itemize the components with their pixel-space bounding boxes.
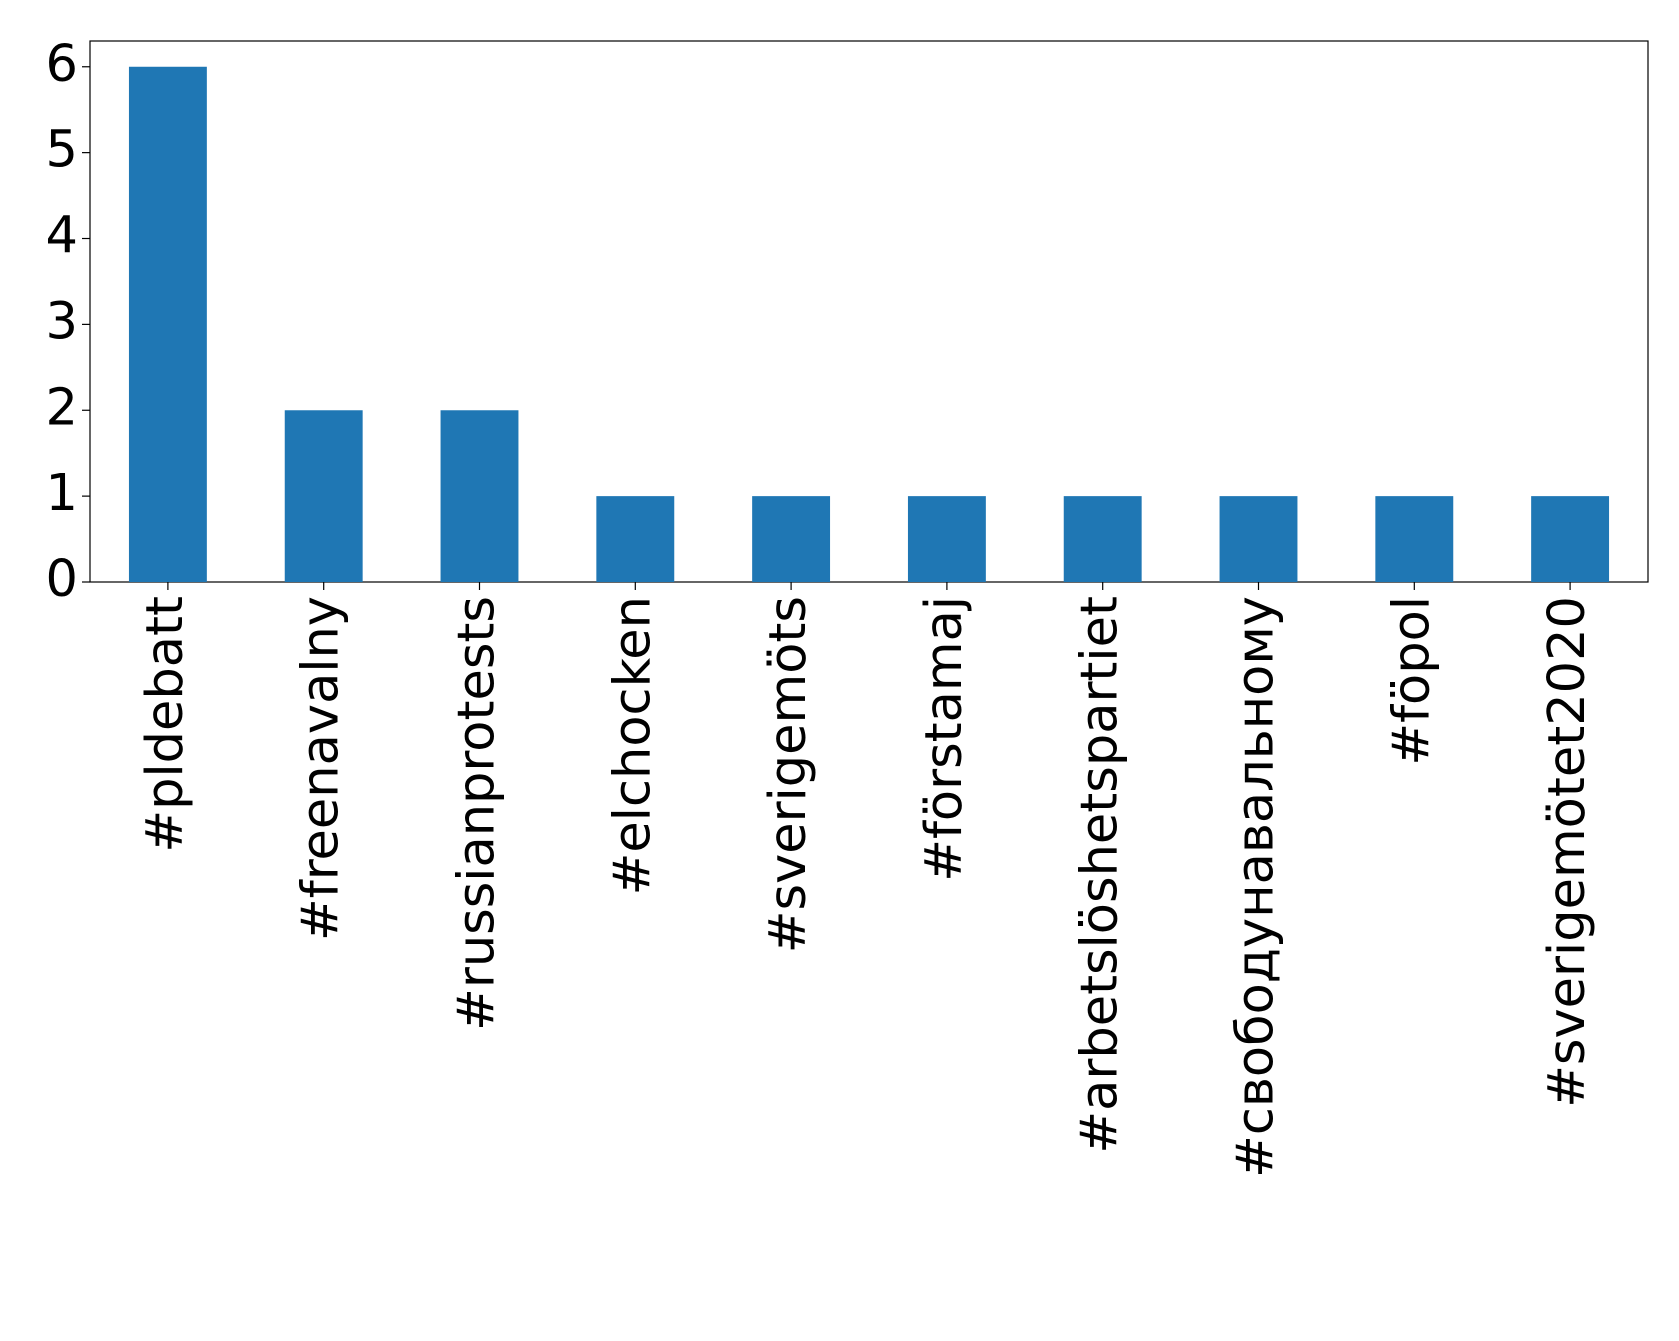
x-tick-label: #förstamaj [915,596,974,882]
x-tick-label: #russianprotests [448,596,507,1031]
bar [596,496,675,582]
bar [1531,496,1610,582]
y-tick-label: 5 [46,121,78,180]
y-tick-label: 0 [46,550,78,609]
x-tick-label: #sverigemötet2020 [1538,596,1597,1108]
x-tick-label: #свободунавальному [1227,596,1286,1178]
plot-frame [89,40,1649,583]
y-tick-label: 1 [46,464,78,523]
bar [1219,496,1298,582]
y-tick-label: 6 [46,35,78,94]
x-tick-label: #arbetslöshetspartiet [1071,596,1130,1154]
x-tick-label: #elchocken [603,596,662,895]
bar [907,496,986,582]
bar [1063,496,1142,582]
y-tick-label: 2 [46,378,78,437]
bar [440,410,519,582]
x-tick-label: #freenavalny [292,596,351,941]
bar [128,66,207,582]
y-tick-label: 3 [46,292,78,351]
y-tick-label: 4 [46,207,78,266]
bar [1375,496,1454,582]
bar [284,410,363,582]
x-tick-label: #sverigemöts [759,596,818,953]
x-tick-label: #föpol [1382,596,1441,766]
bar [752,496,831,582]
x-tick-label: #pldebatt [136,596,195,853]
